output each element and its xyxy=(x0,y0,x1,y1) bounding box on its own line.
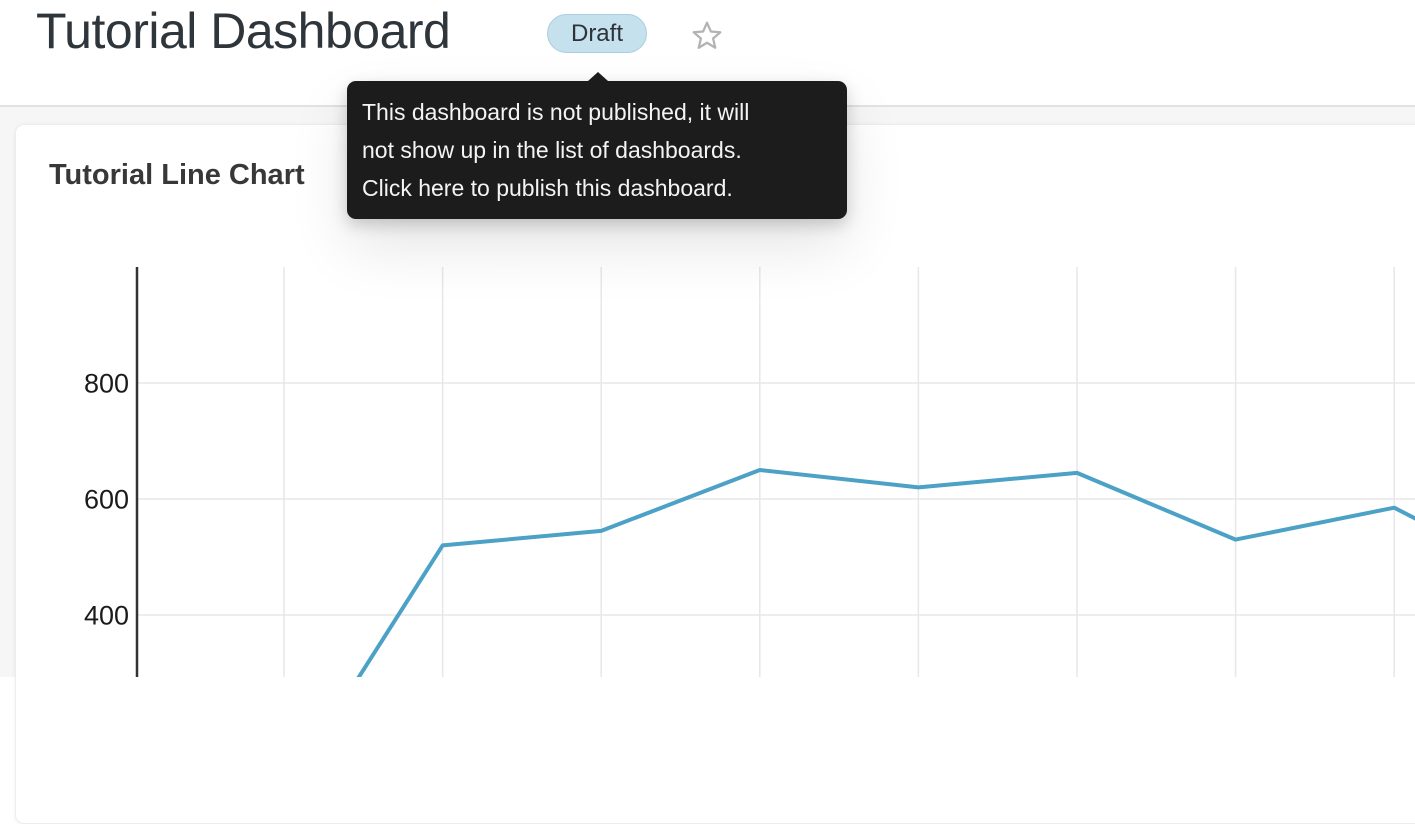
tooltip-text-line: not show up in the list of dashboards. xyxy=(362,137,742,163)
y-axis-tick-label: 600 xyxy=(84,485,129,515)
series-line xyxy=(356,468,1415,677)
line-chart[interactable]: 800 600 400 xyxy=(0,267,1415,677)
publish-tooltip: This dashboard is not published, it will… xyxy=(347,72,847,219)
y-axis-tick-label: 800 xyxy=(84,369,129,399)
y-axis-tick-label: 400 xyxy=(84,601,129,631)
tooltip-arrow xyxy=(588,72,608,81)
card-title: Tutorial Line Chart xyxy=(49,159,305,191)
page-title: Tutorial Dashboard xyxy=(36,3,451,59)
horizontal-gridlines xyxy=(137,382,1415,616)
tooltip-text-line: This dashboard is not published, it will xyxy=(362,99,750,125)
draft-badge[interactable]: Draft xyxy=(547,14,647,53)
tooltip-text-line: Click here to publish this dashboard. xyxy=(362,175,733,201)
star-icon xyxy=(692,21,722,49)
favorite-star-button[interactable] xyxy=(690,19,724,53)
y-axis-labels: 800 600 400 xyxy=(84,369,129,631)
